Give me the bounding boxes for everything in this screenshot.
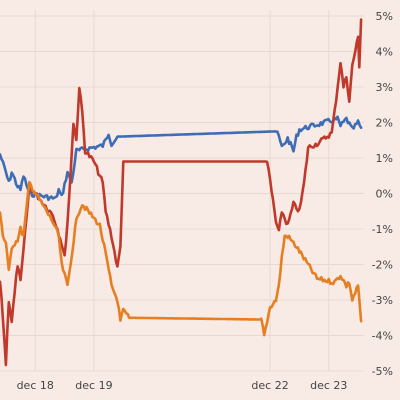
- series-line-3: [0, 180, 363, 337]
- y-axis-labels: 5% 4% 3% 2% 1% 0% -1% -2% -3% -4% -5%: [372, 10, 393, 378]
- series-line-2: [0, 18, 363, 367]
- x-tick-label: dec 23: [310, 379, 347, 392]
- series-line-1: [0, 115, 363, 202]
- x-tick-label: dec 19: [75, 379, 112, 392]
- y-tick-label: -5%: [372, 365, 393, 378]
- y-tick-label: -3%: [372, 294, 393, 307]
- x-axis-labels: dec 18 dec 19 dec 22 dec 23: [17, 379, 348, 392]
- y-tick-label: 3%: [376, 81, 393, 94]
- series-layer: [0, 18, 363, 367]
- grid: [0, 10, 364, 372]
- y-tick-label: 0%: [376, 188, 393, 201]
- y-tick-label: 4%: [376, 46, 393, 59]
- y-tick-label: 1%: [376, 152, 393, 165]
- y-tick-label: -2%: [372, 259, 393, 272]
- x-tick-label: dec 22: [251, 379, 288, 392]
- y-tick-label: 5%: [376, 10, 393, 23]
- x-tick-label: dec 18: [17, 379, 54, 392]
- y-tick-label: -1%: [372, 223, 393, 236]
- y-tick-label: 2%: [376, 117, 393, 130]
- y-tick-label: -4%: [372, 330, 393, 343]
